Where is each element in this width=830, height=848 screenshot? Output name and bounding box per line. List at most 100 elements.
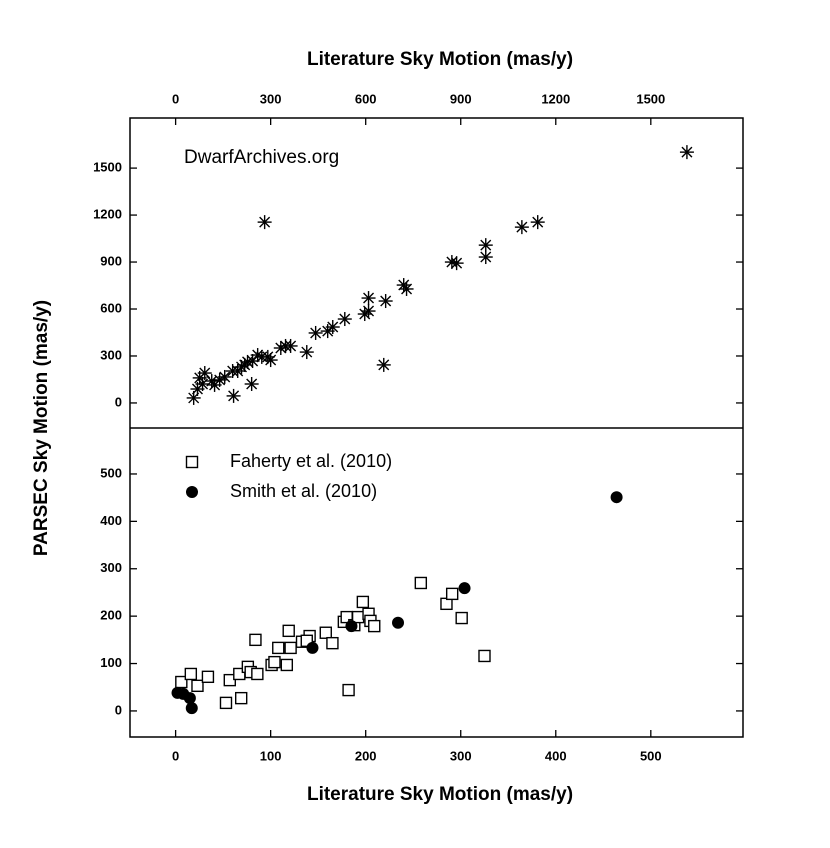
data-point [396,278,411,293]
asterisk-stroke [327,321,339,333]
square-marker [249,633,262,647]
asterisk-stroke [480,251,492,263]
data-point [192,370,207,385]
top-x-axis-title: Literature Sky Motion (mas/y) [307,49,573,70]
asterisk-stroke [516,221,528,233]
square-marker [175,675,188,689]
asterisk-stroke [301,346,313,358]
x-tick-label: 900 [450,91,472,106]
circle-marker [186,486,198,498]
square-marker [251,667,264,681]
data-point [392,616,405,629]
data-point [357,307,372,322]
asterisk-stroke [380,295,392,307]
square-marker [201,670,215,684]
data-point [226,388,241,403]
y-tick-label: 200 [100,608,122,623]
square-marker [368,619,381,633]
data-point [251,667,264,681]
x-tick-label: 400 [545,748,567,763]
square-marker [268,655,281,669]
asterisk-stroke [310,327,322,339]
data-point [356,595,370,609]
data-point [345,620,358,633]
data-point [284,641,297,655]
asterisk-stroke [451,257,463,269]
asterisk-stroke [532,216,544,228]
data-point [478,238,493,253]
data-point [240,354,255,369]
x-tick-label: 300 [260,91,282,106]
data-point [184,667,198,681]
legend-marker [185,455,199,469]
square-marker [280,658,294,672]
circle-marker [306,641,319,654]
data-point [458,582,471,595]
data-point [306,641,319,654]
square-marker [319,626,332,639]
square-marker [478,649,491,663]
circle-marker [392,616,405,629]
data-point [361,291,376,306]
y-tick-label: 100 [100,655,122,670]
x-axis-title: Literature Sky Motion (mas/y) [307,784,573,805]
asterisk-stroke [188,392,200,404]
circle-marker [458,582,471,595]
data-point [207,377,222,392]
asterisk-stroke [259,216,271,228]
x-tick-label: 200 [355,748,377,763]
data-point [326,636,339,650]
square-marker [272,641,285,655]
asterisk-stroke [265,354,277,366]
x-tick-label: 0 [172,91,179,106]
data-point [263,353,278,368]
square-marker [282,624,295,638]
data-point [186,390,201,405]
square-marker [445,587,459,601]
circle-marker [345,620,358,633]
data-point [201,670,215,684]
data-point [282,624,295,638]
annotation: DwarfArchives.org [184,147,339,168]
data-point [679,145,694,160]
data-point [320,324,335,339]
data-point [445,587,459,601]
data-point [455,611,468,625]
data-point [514,220,529,235]
data-point [191,679,204,693]
y-tick-label: 0 [115,702,122,717]
data-point [219,696,233,710]
legend-label: Faherty et al. (2010) [230,451,392,471]
asterisk-stroke [398,279,410,291]
data-point [319,626,332,639]
x-tick-label: 0 [172,748,179,763]
square-marker [191,679,204,693]
data-point [414,576,428,590]
y-tick-label: 600 [100,300,122,315]
data-point [376,357,391,372]
asterisk-stroke [236,361,248,373]
data-point [342,683,355,697]
asterisk-stroke [242,356,254,368]
data-point [368,619,381,633]
x-tick-label: 1500 [636,91,665,106]
square-marker [342,683,355,697]
data-point [175,675,188,689]
data-point [204,374,219,389]
asterisk-stroke [228,390,240,402]
y-tick-label: 1200 [93,207,122,222]
data-point [610,491,623,504]
data-point [185,702,198,715]
y-tick-label: 300 [100,347,122,362]
y-tick-label: 0 [115,394,122,409]
x-tick-label: 500 [640,748,662,763]
asterisk-stroke [209,379,221,391]
data-point [257,215,272,230]
data-point [244,377,259,392]
legend-marker [186,486,198,498]
data-point [217,369,232,384]
x-tick-label: 600 [355,91,377,106]
square-marker [184,667,198,681]
data-point [234,691,248,705]
